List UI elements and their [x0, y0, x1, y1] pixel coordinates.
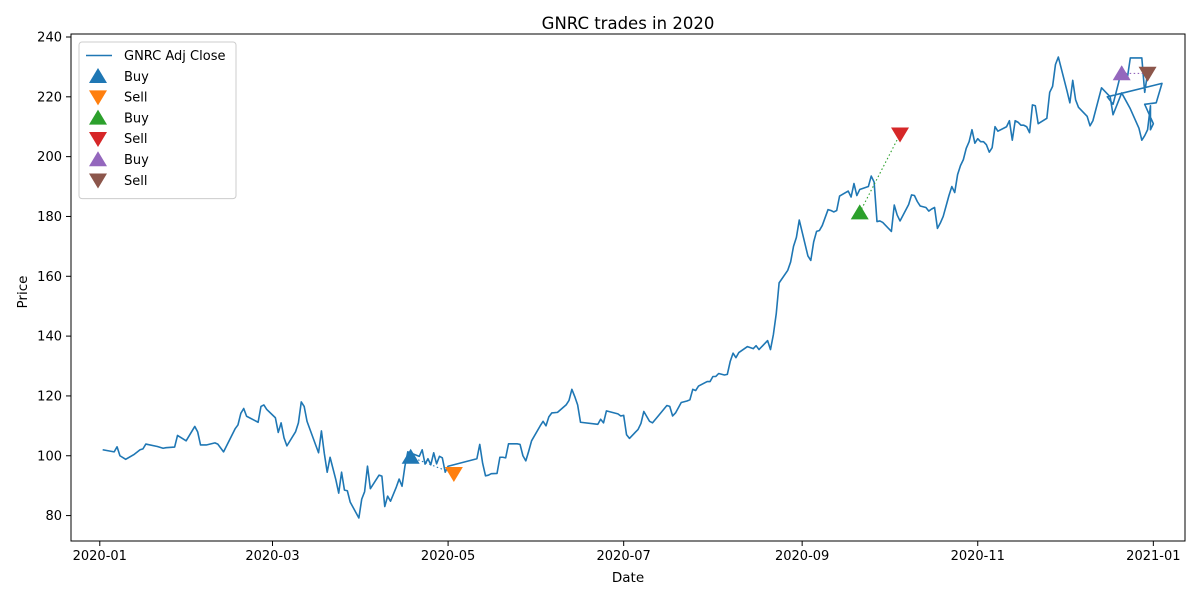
- x-tick-label: 2021-01: [1126, 549, 1180, 564]
- legend-marker-sell: [89, 90, 107, 106]
- x-tick-label: 2020-01: [73, 549, 127, 564]
- trade-marker-4-buy: [1112, 65, 1131, 81]
- legend-marker-buy: [89, 109, 107, 125]
- y-tick-label: 80: [45, 509, 62, 524]
- y-tick-label: 200: [37, 150, 62, 165]
- legend-label: Buy: [124, 153, 149, 168]
- y-tick-label: 140: [37, 330, 62, 345]
- legend-label: Buy: [124, 111, 149, 126]
- y-tick-label: 240: [37, 30, 62, 45]
- trade-marker-3-sell: [891, 127, 910, 143]
- legend-marker-buy: [89, 151, 107, 167]
- legend-marker-sell: [89, 173, 107, 189]
- legend-marker-buy: [89, 68, 107, 84]
- legend: GNRC Adj Close Buy Sell Buy Sell Buy Sell: [78, 41, 237, 200]
- x-axis-label: Date: [612, 570, 644, 586]
- legend-box: [78, 41, 237, 200]
- trade-marker-2-buy: [850, 204, 869, 220]
- legend-marker-sell: [89, 131, 107, 147]
- y-tick-label: 220: [37, 90, 62, 105]
- x-tick-label: 2020-07: [597, 549, 651, 564]
- y-tick-label: 120: [37, 389, 62, 404]
- axes: 2020-01 2020-03 2020-05 2020-07 2020-09 2020-…: [37, 30, 1186, 564]
- legend-label: Sell: [124, 132, 147, 147]
- y-tick-label: 160: [37, 270, 62, 285]
- chart-title: GNRC trades in 2020: [542, 14, 715, 33]
- plot-area: [102, 56, 1163, 519]
- x-tick-label: 2020-09: [775, 549, 829, 564]
- series-line-0: [102, 56, 1163, 519]
- trade-marker-1-sell: [444, 466, 463, 482]
- y-axis-label: Price: [15, 276, 31, 309]
- legend-label: GNRC Adj Close: [124, 49, 225, 64]
- legend-label: Buy: [124, 70, 149, 85]
- y-tick-label: 100: [37, 449, 62, 464]
- axes-frame: [70, 33, 1186, 542]
- x-tick-label: 2020-11: [951, 549, 1005, 564]
- trade-marker-0-buy: [401, 448, 420, 464]
- x-tick-label: 2020-03: [245, 549, 299, 564]
- trade-marker-5-sell: [1138, 66, 1157, 82]
- legend-label: Sell: [124, 174, 147, 189]
- trade-connector-1: [859, 133, 901, 213]
- legend-label: Sell: [124, 91, 147, 106]
- x-tick-label: 2020-05: [421, 549, 475, 564]
- y-tick-label: 180: [37, 210, 62, 225]
